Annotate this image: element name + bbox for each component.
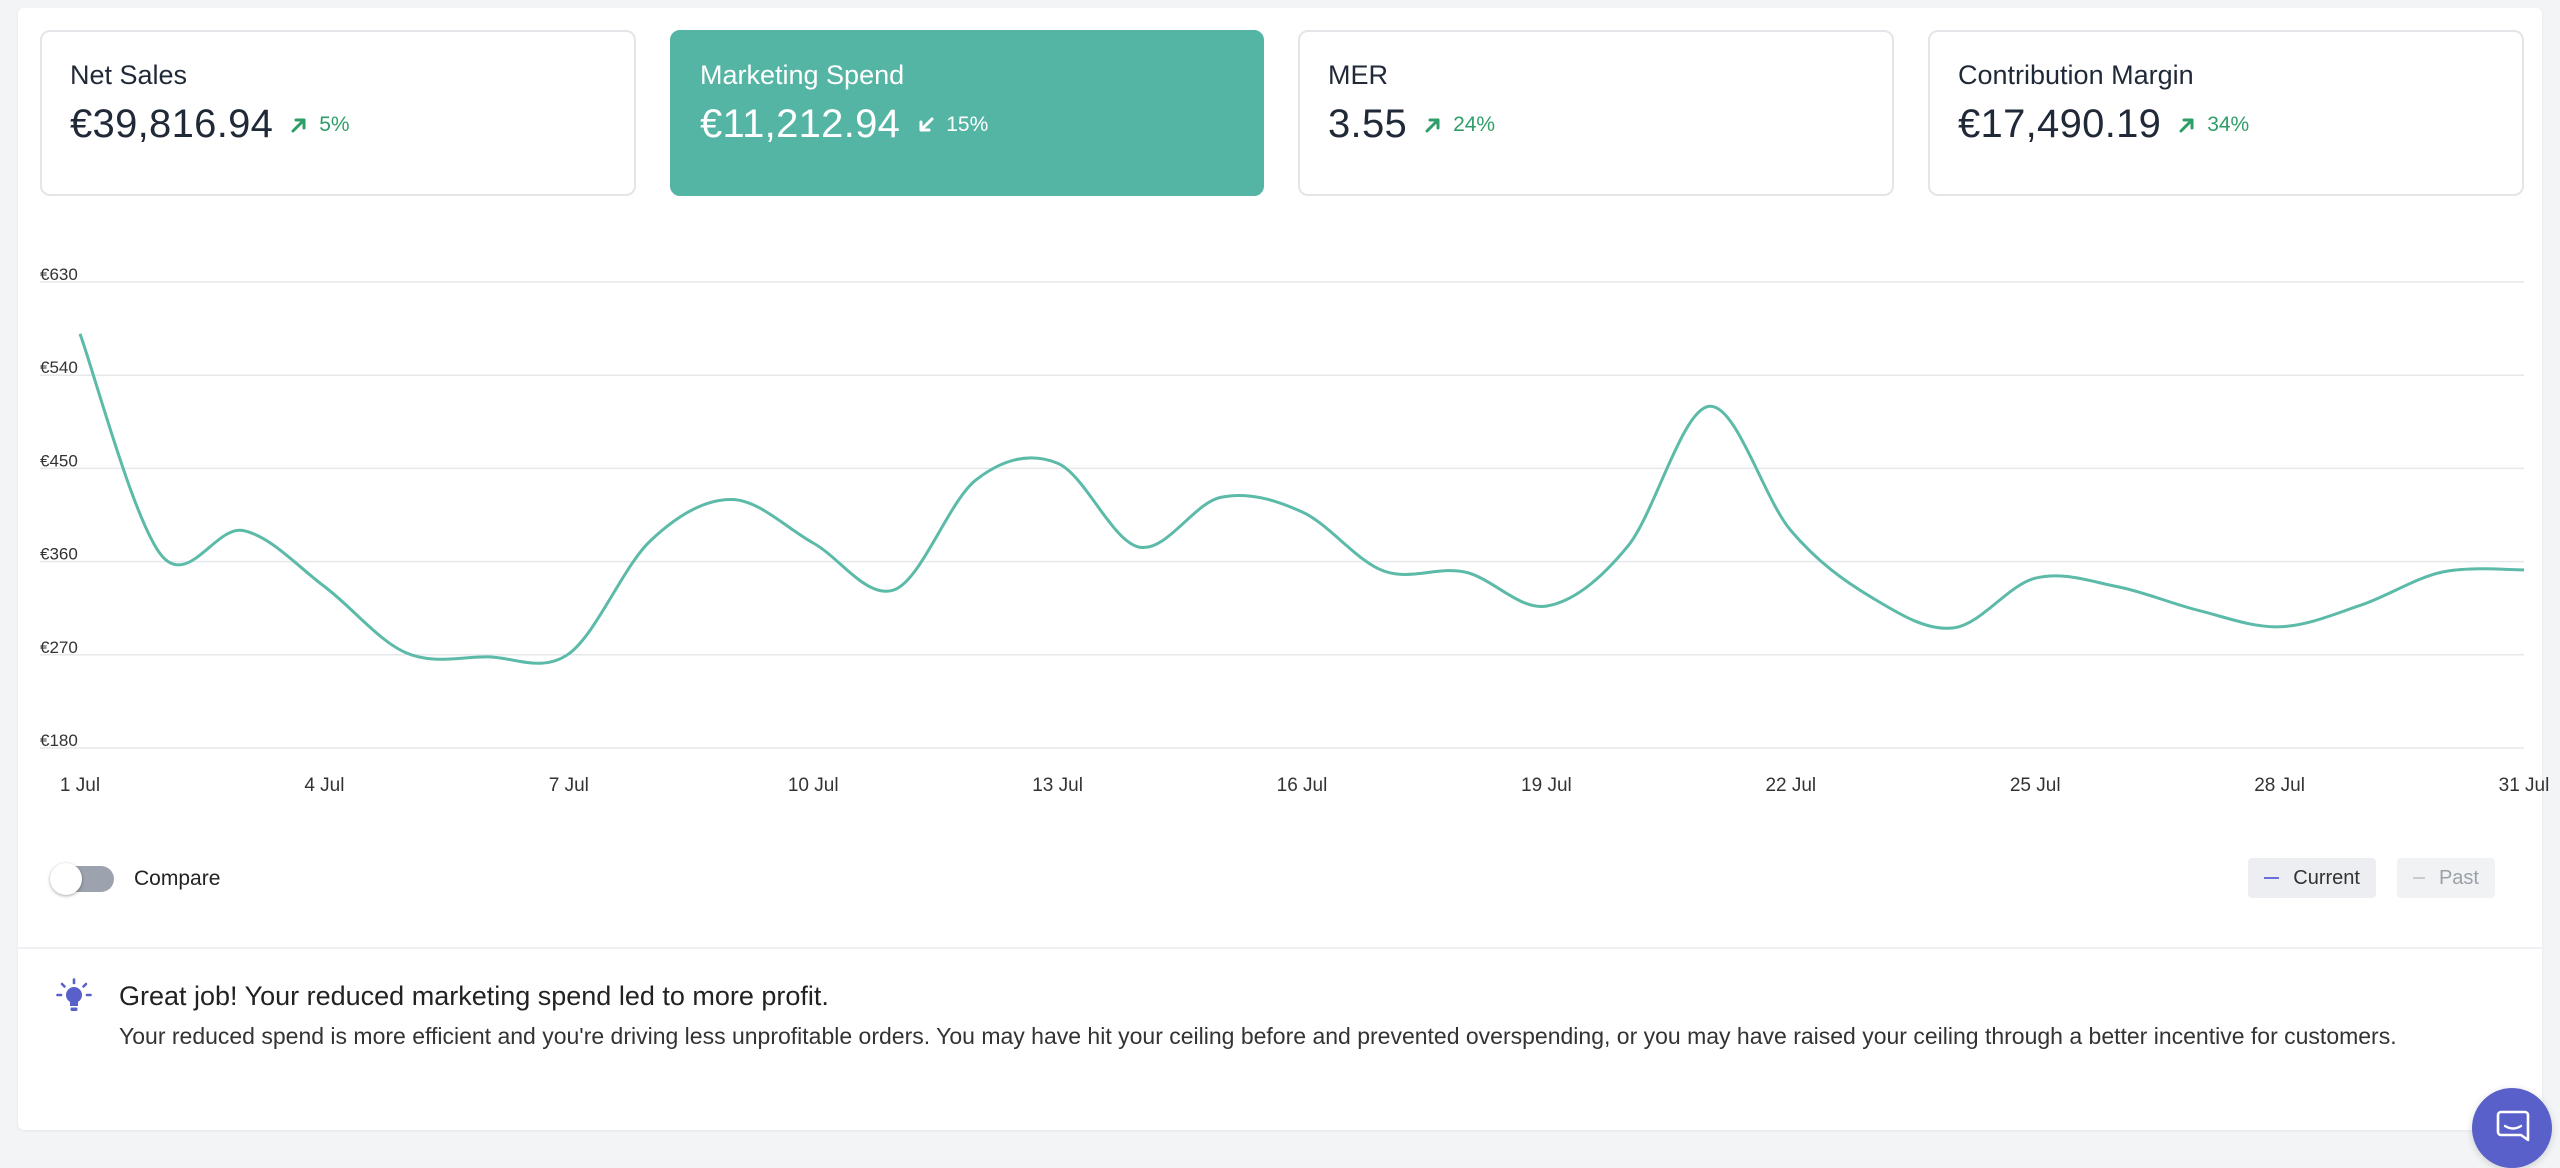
kpi-card-mer[interactable]: MER 3.55 24% xyxy=(1298,30,1894,196)
y-tick-label: €360 xyxy=(40,545,78,564)
insight-text: Your reduced spend is more efficient and… xyxy=(119,1023,2397,1049)
x-tick-label: 13 Jul xyxy=(1032,775,1083,796)
kpi-card-contribution-margin[interactable]: Contribution Margin €17,490.19 34% xyxy=(1928,30,2524,196)
x-tick-label: 16 Jul xyxy=(1277,775,1328,796)
kpi-title: MER xyxy=(1328,60,1388,90)
toggle-knob xyxy=(50,863,82,895)
kpi-title: Marketing Spend xyxy=(700,60,905,90)
kpi-change: 24% xyxy=(1423,113,1495,137)
arrow-up-right-icon xyxy=(1425,118,1440,132)
legend-past-button[interactable]: Past xyxy=(2397,858,2495,898)
x-tick-label: 10 Jul xyxy=(788,775,839,796)
kpi-value: €11,212.94 xyxy=(700,102,901,146)
x-tick-label: 31 Jul xyxy=(2499,775,2550,796)
chat-icon xyxy=(2496,1110,2530,1142)
kpi-change: 34% xyxy=(2177,113,2249,137)
y-tick-label: €630 xyxy=(40,265,78,284)
kpi-change: 5% xyxy=(289,113,350,137)
divider xyxy=(18,947,2542,949)
arrow-up-right-icon xyxy=(2179,118,2194,132)
insight-title: Great job! Your reduced marketing spend … xyxy=(119,981,829,1011)
y-tick-label: €270 xyxy=(40,638,78,657)
y-tick-label: €450 xyxy=(40,451,78,470)
y-tick-label: €540 xyxy=(40,358,78,377)
kpi-value: €39,816.94 xyxy=(70,102,274,146)
y-tick-label: €180 xyxy=(40,731,78,750)
kpi-card-net-sales[interactable]: Net Sales €39,816.94 5% xyxy=(40,30,636,196)
kpi-title: Net Sales xyxy=(70,60,188,90)
kpi-card-marketing-spend[interactable]: Marketing Spend €11,212.94 15% xyxy=(670,30,1264,196)
x-tick-label: 19 Jul xyxy=(1521,775,1572,796)
compare-label: Compare xyxy=(134,867,221,890)
x-tick-label: 25 Jul xyxy=(2010,775,2061,796)
kpi-title: Contribution Margin xyxy=(1958,60,2194,90)
kpi-change: 15% xyxy=(916,113,988,137)
legend-past-label: Past xyxy=(2438,866,2479,889)
legend-current-label: Current xyxy=(2293,866,2360,889)
x-tick-label: 1 Jul xyxy=(60,775,100,796)
legend-line xyxy=(2413,877,2425,879)
legend-line xyxy=(2264,877,2280,879)
x-tick-label: 22 Jul xyxy=(1765,775,1816,796)
compare-toggle[interactable] xyxy=(50,863,114,895)
x-tick-label: 4 Jul xyxy=(304,775,344,796)
legend-current-button[interactable]: Current xyxy=(2248,858,2376,898)
arrow-down-left-icon xyxy=(919,117,934,131)
kpi-value: €17,490.19 xyxy=(1958,102,2162,146)
series-line-current xyxy=(78,333,2525,665)
lightbulb-icon xyxy=(56,978,92,1011)
x-tick-label: 28 Jul xyxy=(2254,775,2305,796)
chat-button[interactable] xyxy=(2472,1088,2552,1168)
arrow-up-right-icon xyxy=(291,118,306,132)
x-tick-label: 7 Jul xyxy=(549,775,589,796)
marketing-spend-chart: €180 €270 €360 €450 €540 €630 1 Jul 4 Jul 7 Jul… xyxy=(40,265,2550,796)
kpi-value: 3.55 xyxy=(1328,102,1408,146)
